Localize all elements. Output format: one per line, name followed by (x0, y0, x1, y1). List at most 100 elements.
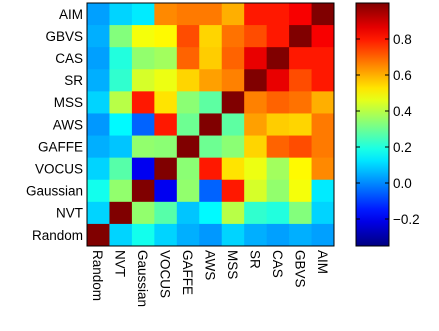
heatmap-cell (312, 158, 335, 181)
heatmap-cell (199, 202, 222, 225)
heatmap-cell (289, 113, 312, 136)
heatmap-cell (312, 180, 335, 203)
heatmap-cell (222, 224, 245, 247)
heatmap-cell (312, 25, 335, 48)
colorbar-tick-label: 0.6 (393, 68, 412, 83)
heatmap-cell (199, 91, 222, 114)
heatmap-cell (132, 202, 155, 225)
heatmap-cell (312, 113, 335, 136)
heatmap-cell (154, 113, 177, 136)
row-label: Gaussian (26, 184, 83, 199)
heatmap-cell (199, 3, 222, 26)
heatmap-cell (154, 180, 177, 203)
heatmap-cell (154, 91, 177, 114)
heatmap-cell (87, 224, 110, 247)
colorbar-tick-label: 0.2 (393, 140, 412, 155)
heatmap-cell (199, 136, 222, 159)
heatmap-cell (87, 202, 110, 225)
heatmap-cell (87, 158, 110, 181)
heatmap-cell (199, 25, 222, 48)
heatmap-cell (289, 202, 312, 225)
heatmap-cell (222, 91, 245, 114)
heatmap-cell (199, 47, 222, 70)
heatmap-cell (132, 180, 155, 203)
heatmap-cell (177, 224, 200, 247)
column-label: SR (247, 250, 262, 269)
heatmap-cell (222, 180, 245, 203)
column-label: AWS (203, 250, 218, 280)
heatmap-cell (289, 224, 312, 247)
heatmap-cell (109, 91, 132, 114)
heatmap-cell (132, 113, 155, 136)
heatmap-cell (222, 69, 245, 92)
heatmap-cell (177, 69, 200, 92)
heatmap-cell (199, 180, 222, 203)
heatmap-cell (244, 202, 267, 225)
heatmap-cell (132, 136, 155, 159)
column-label: VOCUS (158, 250, 173, 298)
heatmap-cell (267, 47, 290, 70)
heatmap-cell (267, 158, 290, 181)
heatmap-cell (87, 25, 110, 48)
heatmap-cell (199, 224, 222, 247)
heatmap-cell (267, 224, 290, 247)
row-label: CAS (55, 51, 83, 66)
heatmap-cell (289, 180, 312, 203)
heatmap-cell (132, 3, 155, 26)
heatmap-cell (222, 158, 245, 181)
heatmap-cell (222, 25, 245, 48)
row-label: Random (32, 228, 83, 243)
row-labels: AIM GBVS CAS SR MSS AWS GAFFE VOCUS Gaussian NVT R… (26, 7, 83, 243)
heatmap-cell (244, 158, 267, 181)
heatmap-cell (199, 69, 222, 92)
heatmap-cell (87, 91, 110, 114)
column-label: GAFFE (180, 250, 195, 295)
heatmap-cell (132, 158, 155, 181)
column-label: AIM (315, 250, 330, 274)
heatmap-cell (177, 113, 200, 136)
heatmap-cell (289, 3, 312, 26)
heatmap-cell (154, 202, 177, 225)
heatmap-cell (267, 113, 290, 136)
column-label: MSS (225, 250, 240, 279)
heatmap-cell (267, 3, 290, 26)
heatmap-cell (132, 91, 155, 114)
heatmap-cell (289, 158, 312, 181)
heatmap-cell (177, 158, 200, 181)
heatmap-cell (87, 3, 110, 26)
heatmap-cell (154, 136, 177, 159)
heatmap-cell (132, 47, 155, 70)
heatmap-cell (109, 113, 132, 136)
heatmap-cell (312, 3, 335, 26)
heatmap-cell (109, 47, 132, 70)
heatmap-cell (177, 136, 200, 159)
heatmap-cell (267, 25, 290, 48)
heatmap-cell (87, 69, 110, 92)
heatmap-cell (289, 136, 312, 159)
heatmap-cell (87, 180, 110, 203)
heatmap-cell (87, 113, 110, 136)
column-labels: Random NVT Gaussian VOCUS GAFFE AWS MSS SR CAS GB… (90, 250, 330, 307)
heatmap-cell (312, 136, 335, 159)
heatmap-cell (199, 158, 222, 181)
heatmap-cell (244, 69, 267, 92)
heatmap-cell (177, 91, 200, 114)
heatmap-cell (132, 25, 155, 48)
row-label: AIM (59, 7, 83, 22)
heatmap-cell (154, 25, 177, 48)
colorbar-tick-label: 0.0 (393, 176, 412, 191)
heatmap-cell (244, 224, 267, 247)
heatmap-cell (177, 3, 200, 26)
heatmap-cell (267, 136, 290, 159)
heatmap-cell (109, 69, 132, 92)
heatmap-cell (267, 202, 290, 225)
heatmap-cell (244, 180, 267, 203)
heatmap-cell (177, 47, 200, 70)
heatmap-cell (267, 180, 290, 203)
row-label: AWS (53, 117, 83, 132)
heatmap-cell (132, 224, 155, 247)
heatmap-cell (87, 136, 110, 159)
heatmap-cell (109, 3, 132, 26)
heatmap-cell (222, 113, 245, 136)
heatmap-cell (109, 202, 132, 225)
